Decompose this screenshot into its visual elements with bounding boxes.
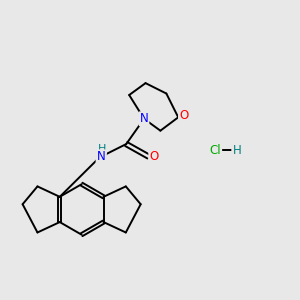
Text: N: N xyxy=(140,112,148,125)
Text: Cl: Cl xyxy=(210,143,221,157)
Text: O: O xyxy=(149,150,158,163)
Text: H: H xyxy=(232,143,241,157)
Text: O: O xyxy=(179,109,188,122)
Text: N: N xyxy=(97,150,105,163)
Text: H: H xyxy=(98,144,106,154)
